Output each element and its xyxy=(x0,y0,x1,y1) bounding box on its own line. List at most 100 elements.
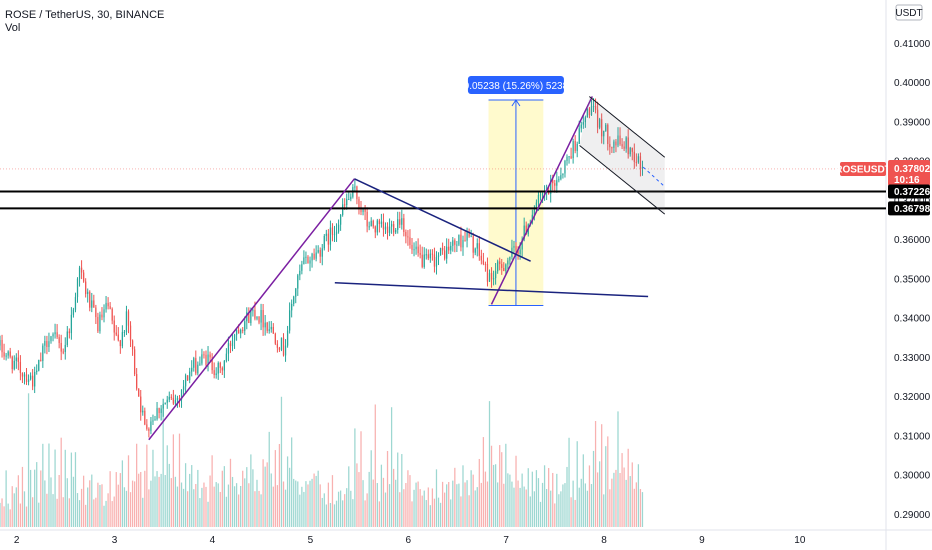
volume-bar xyxy=(109,471,111,527)
volume-bar xyxy=(286,456,289,527)
volume-bar xyxy=(427,487,429,527)
candle-body xyxy=(229,343,232,347)
candle-body xyxy=(305,256,307,258)
volume-bar xyxy=(393,468,395,527)
candle-body xyxy=(613,141,615,148)
volume-bar xyxy=(466,480,468,527)
candle-body xyxy=(268,329,270,331)
candle-body xyxy=(189,371,191,381)
candle-body xyxy=(439,247,442,256)
x-tick-label: 2 xyxy=(14,535,20,546)
candle-body xyxy=(95,307,97,318)
volume-bar xyxy=(262,459,264,527)
x-tick-label: 6 xyxy=(405,535,411,546)
volume-bar xyxy=(352,499,354,527)
volume-bar xyxy=(38,502,40,527)
candle-body xyxy=(633,151,635,162)
volume-bar xyxy=(238,494,240,527)
candle-body xyxy=(160,408,162,413)
chart-symbol-title: ROSE / TetherUS, 30, BINANCE xyxy=(5,9,165,21)
volume-bar xyxy=(403,489,405,527)
volume-bar xyxy=(85,504,87,527)
candle-body xyxy=(56,332,58,338)
volume-bar xyxy=(266,462,268,527)
volume-bar xyxy=(229,458,232,527)
volume-bar xyxy=(443,492,446,527)
candle-body xyxy=(121,332,124,347)
candle-body xyxy=(480,255,482,261)
volume-bar xyxy=(621,453,623,527)
candle-body xyxy=(433,254,436,267)
volume-bar xyxy=(472,474,474,527)
candle-body xyxy=(38,359,40,371)
volume-bar xyxy=(460,496,462,527)
candle-body xyxy=(129,325,132,341)
candle-body xyxy=(254,310,256,319)
candle-body xyxy=(46,341,48,347)
candle-body xyxy=(262,309,264,328)
volume-bar xyxy=(337,491,340,527)
volume-bar xyxy=(492,464,495,527)
candle-body xyxy=(207,354,209,365)
candle-body xyxy=(507,260,509,265)
candle-body xyxy=(93,300,95,308)
volume-bar xyxy=(507,473,509,527)
candle-body xyxy=(533,209,536,215)
volume-bar xyxy=(303,491,305,527)
candle-body xyxy=(333,234,336,236)
candle-body xyxy=(87,291,89,295)
candle-body xyxy=(601,119,603,137)
candle-body xyxy=(494,271,497,279)
volume-bar xyxy=(639,489,642,527)
volume-bar xyxy=(548,468,550,527)
candle-body xyxy=(390,224,393,227)
candle-body xyxy=(317,250,319,253)
volume-bar xyxy=(258,490,260,527)
candle-body xyxy=(535,202,538,210)
volume-bar xyxy=(631,462,633,527)
candle-body xyxy=(621,144,623,147)
candle-body xyxy=(211,357,213,371)
volume-bar xyxy=(333,504,336,527)
candle-body xyxy=(68,331,70,334)
candle-body xyxy=(468,231,470,237)
volume-bar xyxy=(539,501,542,527)
candle-body xyxy=(48,341,50,347)
volume-bar xyxy=(299,494,301,527)
volume-bar xyxy=(123,487,126,527)
candle-body xyxy=(405,231,407,237)
candle-body xyxy=(138,388,140,397)
volume-bar xyxy=(607,436,609,527)
volume-bar xyxy=(405,483,407,527)
volume-bar xyxy=(231,476,234,527)
candle-body xyxy=(80,267,83,273)
candle-body xyxy=(278,347,281,350)
volume-bar xyxy=(615,469,617,527)
volume-bar xyxy=(117,484,119,527)
volume-bar xyxy=(384,492,387,527)
x-tick-label: 10 xyxy=(794,535,806,546)
volume-bar xyxy=(174,476,177,527)
candle-body xyxy=(195,358,197,374)
volume-bar xyxy=(462,465,464,527)
candle-body xyxy=(295,288,297,297)
candle-body xyxy=(564,160,566,174)
volume-bar xyxy=(23,491,26,527)
volume-bar xyxy=(105,500,107,527)
volume-bar xyxy=(378,501,380,527)
y-tick-label: 0.30000 xyxy=(894,471,931,482)
candle-body xyxy=(382,221,385,230)
candle-body xyxy=(395,229,397,233)
volume-bar xyxy=(613,472,615,527)
candle-body xyxy=(327,233,330,245)
projection-line xyxy=(642,166,666,188)
candle-body xyxy=(623,146,625,149)
volume-bar xyxy=(529,496,531,527)
candle-body xyxy=(244,321,246,331)
candle-body xyxy=(488,273,491,282)
volume-bar xyxy=(433,498,436,527)
volume-bar xyxy=(488,401,491,527)
candle-body xyxy=(123,331,126,333)
volume-bar xyxy=(421,495,423,527)
